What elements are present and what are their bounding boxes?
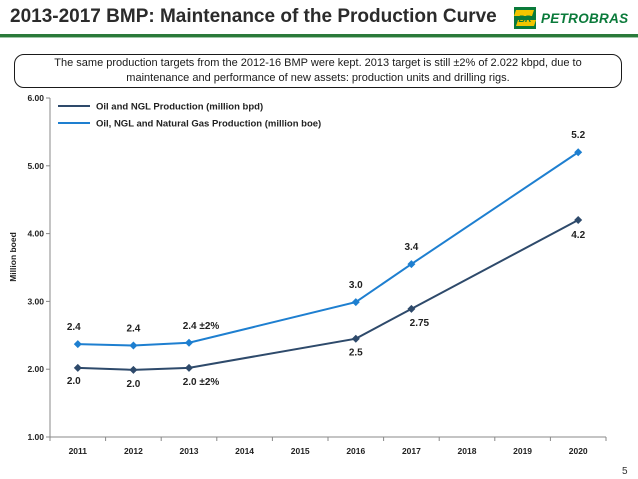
x-tick-label: 2019 [513, 446, 532, 456]
data-point [73, 340, 82, 349]
data-point [351, 334, 360, 343]
legend-label: Oil and NGL Production (million bpd) [96, 102, 263, 113]
page-number: 5 [622, 466, 628, 477]
title-divider-light [0, 37, 638, 38]
data-point [185, 363, 193, 372]
data-label: 2.4 [67, 322, 81, 333]
x-tick-label: 2011 [69, 446, 88, 456]
series-line [77, 219, 579, 371]
series-line [77, 151, 579, 347]
y-tick-label: 3.00 [27, 296, 44, 306]
data-label: 3.0 [349, 280, 363, 291]
petrobras-logo-text: PETROBRAS [541, 10, 629, 26]
svg-text:BR: BR [519, 14, 532, 24]
data-label: 2.0 [126, 379, 140, 390]
data-point [129, 341, 138, 350]
series-1: 2.0 2.0 2.0 ±2% 2.5 2.75 4.2 [67, 216, 586, 390]
data-point [185, 338, 193, 347]
x-tick-label: 2018 [458, 446, 477, 456]
chart-series: 2.0 2.0 2.0 ±2% 2.5 2.75 4.2 2.4 2.4 2.4 ±2% 3.0 3… [67, 130, 586, 390]
data-point [574, 216, 583, 225]
y-tick-label: 5.00 [27, 161, 44, 171]
data-label: 2.0 [67, 376, 81, 387]
x-tick-label: 2017 [402, 446, 421, 456]
data-label: 2.75 [410, 318, 430, 329]
data-point [407, 260, 416, 269]
callout-box: The same production targets from the 201… [14, 54, 622, 88]
data-point [73, 363, 82, 372]
data-label: 2.4 ±2% [183, 321, 220, 332]
data-point [351, 298, 360, 307]
data-point [407, 304, 416, 313]
callout-text: The same production targets from the 201… [54, 57, 582, 84]
title-divider [0, 34, 638, 37]
chart-legend: Oil and NGL Production (million bpd) Oil,… [58, 102, 321, 130]
data-label: 2.5 [349, 348, 363, 359]
data-label: 4.2 [571, 230, 585, 241]
x-tick-label: 2020 [569, 446, 588, 456]
petrobras-logo-icon: BR [514, 7, 536, 29]
x-tick-label: 2015 [291, 446, 310, 456]
data-label: 2.4 [126, 323, 140, 334]
x-tick-label: 2013 [180, 446, 199, 456]
data-point [574, 148, 583, 157]
data-label: 3.4 [404, 242, 418, 253]
series-2: 2.4 2.4 2.4 ±2% 3.0 3.4 5.2 [67, 130, 586, 350]
y-tick-label: 2.00 [27, 364, 44, 374]
y-tick-label: 1.00 [27, 432, 44, 442]
chart-ticks: 1.00 2.00 3.00 4.00 5.00 6.00 2011 2012 2013 2014… [27, 93, 607, 456]
x-tick-label: 2016 [346, 446, 365, 456]
slide-title: 2013-2017 BMP: Maintenance of the Produc… [10, 6, 497, 27]
data-point [129, 365, 138, 374]
data-label: 2.0 ±2% [183, 377, 220, 388]
y-tick-label: 6.00 [27, 93, 44, 103]
x-tick-label: 2014 [235, 446, 254, 456]
y-tick-label: 4.00 [27, 229, 44, 239]
petrobras-logo: BR PETROBRAS [514, 7, 628, 29]
y-axis-label: Million boed [8, 232, 18, 282]
legend-label: Oil, NGL and Natural Gas Production (mil… [96, 119, 321, 130]
data-label: 5.2 [571, 130, 585, 141]
x-tick-label: 2012 [124, 446, 143, 456]
